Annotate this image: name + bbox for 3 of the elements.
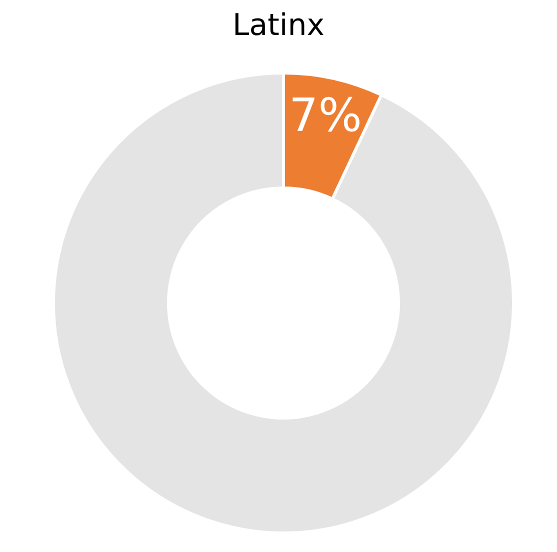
donut-slice: [52, 72, 515, 534]
chart-title: Latinx: [232, 8, 326, 43]
data-label: 7%: [289, 88, 362, 142]
